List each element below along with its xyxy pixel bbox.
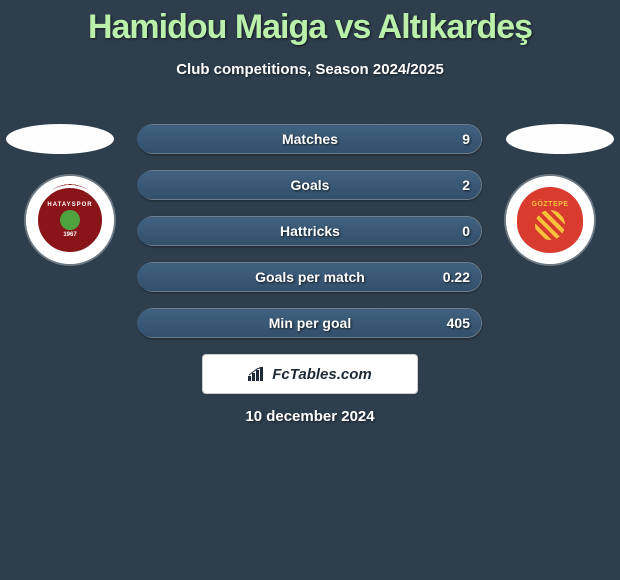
brand-text: FcTables.com <box>272 366 371 383</box>
stat-row: Matches9 <box>138 124 482 154</box>
stat-label: Hattricks <box>138 223 482 239</box>
badge-left-ring: HATAYSPOR 1967 <box>35 185 105 255</box>
stat-label: Min per goal <box>138 315 482 331</box>
stat-row: Goals2 <box>138 170 482 200</box>
badge-right-shield: GÖZTEPE <box>517 187 583 253</box>
subtitle: Club competitions, Season 2024/2025 <box>0 61 620 78</box>
stat-row: Goals per match0.22 <box>138 262 482 292</box>
player1-name: Hamidou Maiga <box>88 8 326 46</box>
stat-label: Goals <box>138 177 482 193</box>
badge-right-inner: GÖZTEPE <box>506 176 594 264</box>
stat-right-value: 0.22 <box>443 269 470 285</box>
stat-row: Min per goal405 <box>138 308 482 338</box>
stat-right-value: 9 <box>462 131 470 147</box>
stat-right-value: 405 <box>447 315 470 331</box>
player2-name: Altıkardeş <box>378 8 532 46</box>
vs-text: vs <box>335 8 371 46</box>
stat-right-value: 0 <box>462 223 470 239</box>
badge-left-year: 1967 <box>63 232 76 238</box>
badge-left-ball-icon <box>60 210 80 230</box>
brand-box[interactable]: FcTables.com <box>202 354 418 394</box>
badge-right-name: GÖZTEPE <box>532 201 569 208</box>
stat-row: Hattricks0 <box>138 216 482 246</box>
date-text: 10 december 2024 <box>0 408 620 425</box>
club-badge-left: HATAYSPOR 1967 <box>26 176 114 264</box>
left-oval-decor <box>6 124 114 154</box>
stat-label: Goals per match <box>138 269 482 285</box>
badge-left-name: HATAYSPOR <box>47 202 92 208</box>
badge-right-ball-icon <box>535 210 565 240</box>
stats-container: Matches9Goals2Hattricks0Goals per match0… <box>138 124 482 354</box>
stat-label: Matches <box>138 131 482 147</box>
stat-right-value: 2 <box>462 177 470 193</box>
brand-chart-icon <box>248 367 266 381</box>
club-badge-right: GÖZTEPE <box>506 176 594 264</box>
right-oval-decor <box>506 124 614 154</box>
badge-left-inner: HATAYSPOR 1967 <box>26 176 114 264</box>
comparison-title: Hamidou Maiga vs Altıkardeş <box>0 0 620 47</box>
